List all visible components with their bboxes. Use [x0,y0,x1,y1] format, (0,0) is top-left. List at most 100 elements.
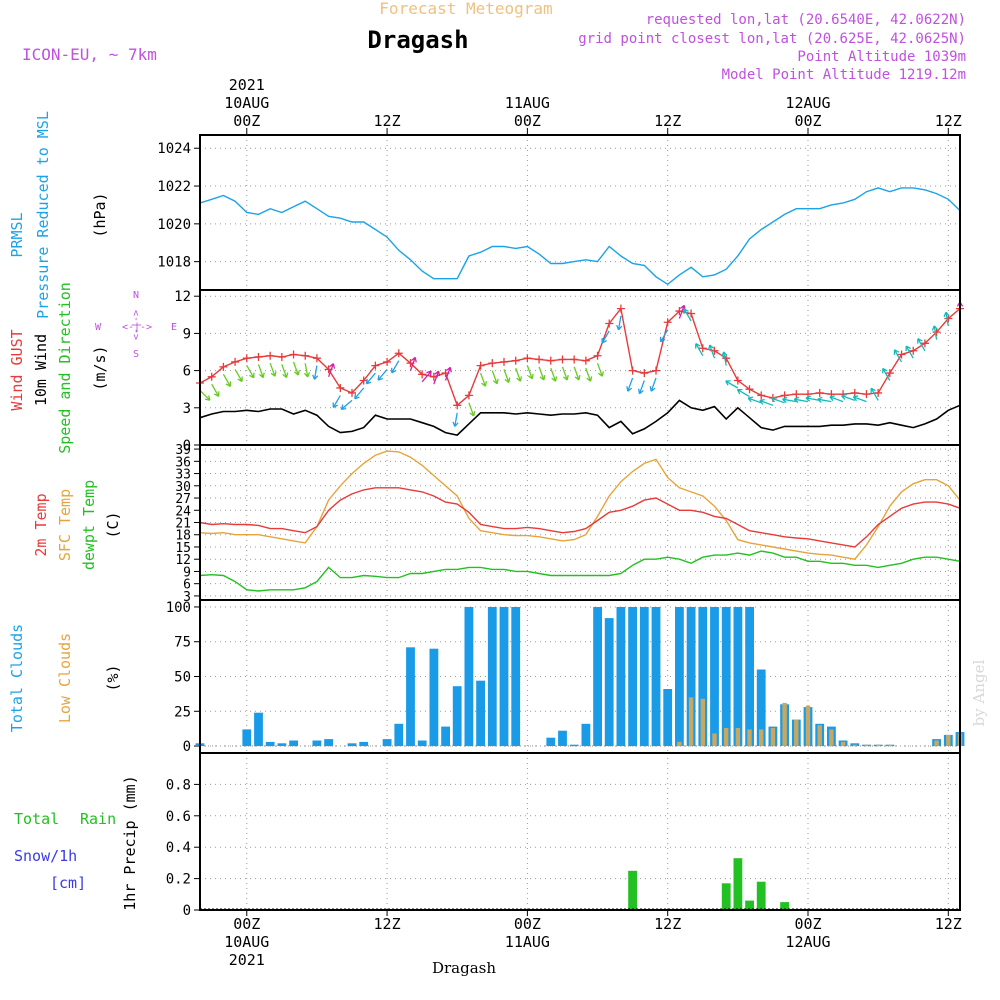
rain-bar [780,902,789,910]
y-tick-label: 0 [183,903,191,919]
grid-point-coords: grid point closest lon,lat (20.625E, 42.… [578,31,966,47]
top-tick-label: 00Z [514,112,541,130]
bottom-tick-label: 10AUG [224,933,269,951]
wind-direction-arrow [234,369,243,383]
wind-gust-label: Wind GUST [8,329,26,410]
y-tick-label: 0.2 [166,872,191,888]
wind-direction-arrow [870,387,879,401]
wind-direction-arrow [409,356,417,371]
wind-direction-arrow [257,364,265,379]
wind-direction-arrow [503,369,511,384]
wind-direction-arrow [246,365,255,379]
total-cloud-bar [721,607,731,747]
celsius-unit-label: (C) [104,511,122,538]
wind-direction-arrow [444,366,452,381]
gust-marker [289,350,298,359]
low-cloud-bar [805,705,811,746]
wind-direction-arrow [211,383,220,397]
gust-marker [254,352,263,361]
y-tick-label: 3 [183,401,191,417]
gust-marker [815,388,824,397]
total-cloud-bar [476,680,485,747]
wind-speed-line [199,399,961,436]
wind-direction-arrow [805,395,820,402]
total-cloud-bar [242,729,252,747]
speed-direction-label: Speed and Direction [56,282,74,454]
total-cloud-bar [651,607,661,747]
bottom-tick-label: 12Z [374,915,401,933]
y-tick-label: 18 [175,529,191,544]
wind-direction-arrow [491,370,499,385]
low-cloud-bar [817,725,822,747]
wind-direction-arrow [327,363,336,378]
y-tick-label: 30 [175,480,191,495]
gust-marker [850,388,859,397]
wind-direction-arrow [303,363,311,378]
gust-marker [453,401,462,410]
total-cloud-bar [452,686,462,746]
rain-bar [733,858,743,910]
y-tick-label: 0 [183,739,191,755]
gust-marker [312,354,321,363]
total-cloud-bar [289,740,298,747]
wind-direction-arrow [421,370,432,383]
y-tick-label: 50 [174,670,191,686]
gust-marker [348,388,356,397]
top-tick-label: 12Z [654,112,681,130]
wind-direction-arrow [292,361,300,376]
gust-marker [535,355,544,364]
wind-direction-arrow [736,388,750,398]
total-cloud-bar [581,723,591,747]
low-cloud-bar [700,698,705,747]
total-cloud-bar [487,607,497,747]
y-tick-label: 12 [174,289,191,305]
total-cloud-bar [546,737,556,746]
dewpt-line [199,550,961,592]
gust-marker [301,351,310,360]
total-cloud-bar [698,607,708,747]
y-tick-label: 100 [166,600,191,616]
top-tick-label: 2021 [229,76,265,94]
wind-direction-arrow [561,366,569,381]
wind-direction-arrow [759,398,774,406]
gust-marker [546,356,555,365]
low-cloud-bar [887,744,893,747]
point-altitude: Point Altitude 1039m [797,49,966,65]
y-tick-label: 27 [175,492,191,507]
low-cloud-bar [782,702,787,746]
gust-marker [383,357,392,366]
gust-marker [207,372,216,381]
location-title: Dragash [367,26,468,54]
model-label: ICON-EU, ~ 7km [22,45,157,64]
wind-direction-arrow [199,389,211,401]
snow-label: Snow/1h [14,847,77,865]
y-tick-label: 0.4 [166,840,191,856]
total-cloud-bar [324,739,333,747]
low-cloud-bar [829,729,834,747]
wind-direction-arrow [550,367,558,382]
gust-line [199,306,961,407]
gust-marker [920,339,929,348]
gust-marker [874,388,883,397]
wind-direction-arrow [468,402,476,417]
bottom-tick-label: 11AUG [505,933,550,951]
y-tick-label: 21 [175,517,191,532]
top-tick-label: 12AUG [785,94,830,112]
wind-10m-label: 10m Wind [32,334,50,406]
sfc-temp-label: SFC Temp [56,489,74,561]
wind-direction-arrow [793,396,809,403]
total-cloud-bar [710,607,719,747]
gust-marker [757,391,766,400]
wind-direction-arrow [526,365,534,380]
compass-s: S [133,349,139,360]
total-cloud-bar [417,740,427,747]
gust-marker [733,376,742,385]
gust-marker [570,355,579,364]
wind-direction-arrow [882,367,891,381]
y-tick-label: 36 [175,455,191,470]
total-cloud-bar [429,648,439,747]
wind-direction-arrow [433,370,441,385]
gust-marker [698,344,707,353]
y-tick-label: 12 [175,553,191,568]
